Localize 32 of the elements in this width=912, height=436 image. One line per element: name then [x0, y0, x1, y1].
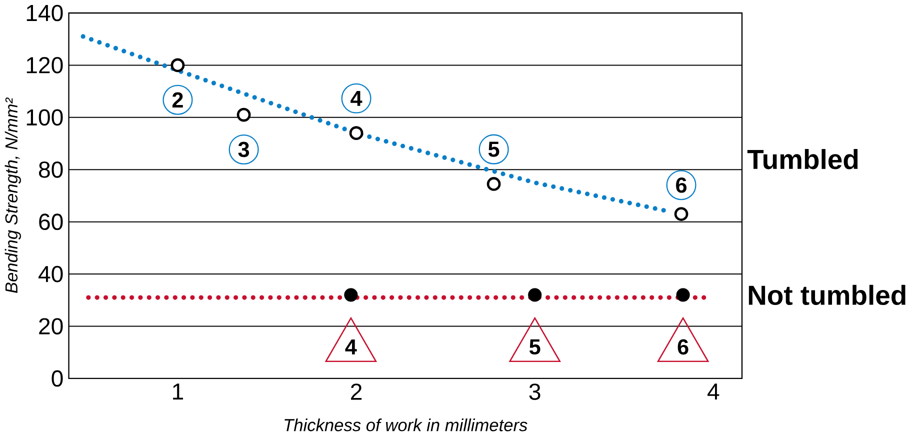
x-axis-title: Thickness of work in millimeters: [284, 418, 528, 432]
text: Not tumbled: [748, 284, 906, 305]
point: [349, 126, 364, 140]
x-tick-label: 1: [173, 384, 184, 400]
x-tick-label: 3: [529, 384, 540, 400]
point: [170, 58, 185, 72]
y-tick-label: 40: [38, 266, 63, 282]
y-tick-label: 120: [26, 57, 63, 74]
point: [236, 108, 251, 122]
y-axis-title: Bending Strength, N/mm²: [4, 97, 21, 293]
x-tick-label: 4: [708, 384, 720, 400]
y-tick-label: 80: [38, 161, 63, 178]
annotation: 3: [238, 142, 250, 158]
annotation: 2: [172, 92, 183, 108]
annotation: 6: [676, 177, 687, 193]
y-tick-label: 20: [39, 318, 63, 334]
x-tick-label: 2: [351, 384, 362, 400]
text: Tumbled: [747, 149, 858, 170]
point: [676, 288, 690, 302]
y-tick-label: 0: [52, 370, 63, 387]
point: [674, 207, 688, 221]
annotation: 5: [488, 142, 500, 157]
y-tick-label: 140: [26, 4, 63, 22]
annotation: 4: [345, 339, 357, 354]
y-tick-label: 60: [39, 214, 63, 230]
point: [344, 288, 358, 302]
y-tick-label: 100: [26, 109, 63, 126]
annotation: 5: [529, 339, 540, 354]
point: [528, 288, 542, 302]
annotation: 4: [350, 90, 362, 106]
annotation: 6: [678, 339, 688, 355]
point: [486, 177, 501, 191]
